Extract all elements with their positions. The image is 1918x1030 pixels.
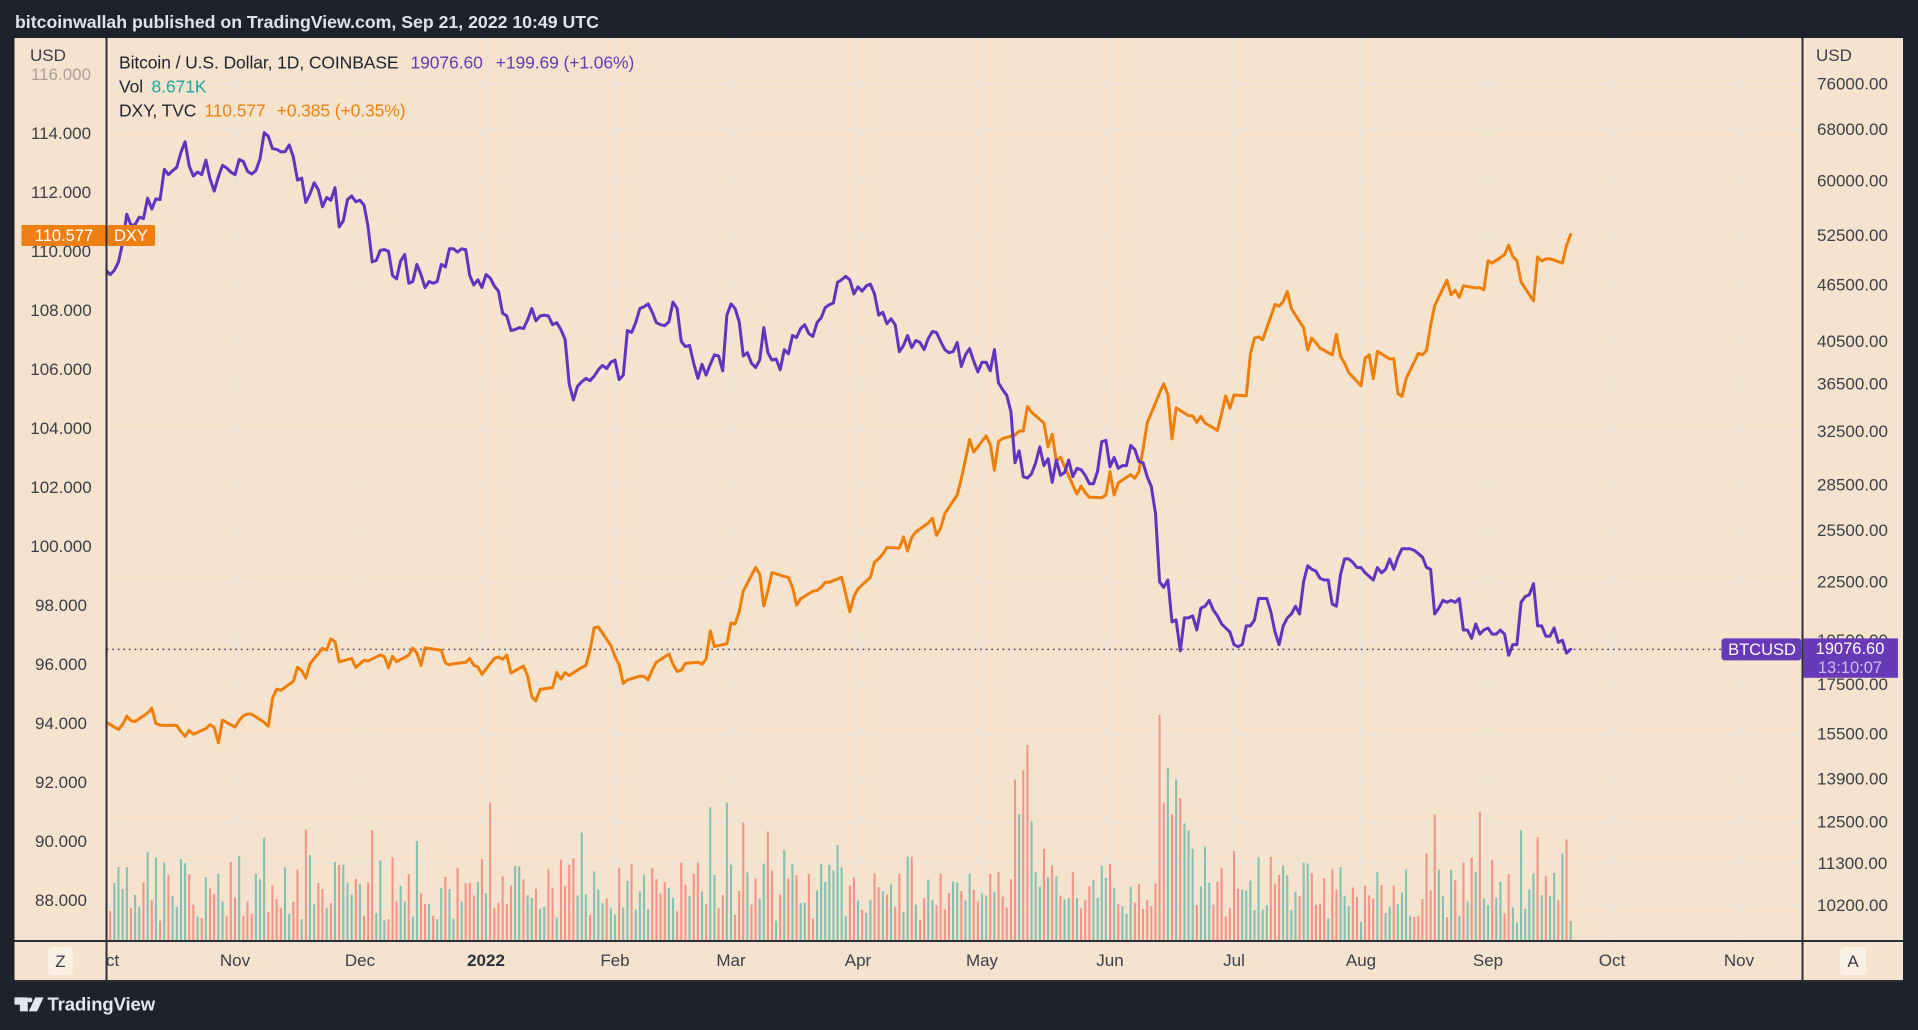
svg-text:Z: Z xyxy=(55,952,65,971)
svg-text:Nov: Nov xyxy=(220,951,251,970)
svg-text:Jun: Jun xyxy=(1096,951,1123,970)
svg-text:22500.00: 22500.00 xyxy=(1817,572,1888,591)
svg-text:Nov: Nov xyxy=(1724,951,1755,970)
svg-text:BTCUSD: BTCUSD xyxy=(1728,641,1796,659)
svg-text:104.000: 104.000 xyxy=(30,419,91,438)
svg-text:110.000: 110.000 xyxy=(31,242,91,261)
svg-text:28500.00: 28500.00 xyxy=(1817,476,1888,495)
svg-text:USD: USD xyxy=(30,46,66,65)
svg-text:52500.00: 52500.00 xyxy=(1817,226,1888,245)
svg-text:98.000: 98.000 xyxy=(35,596,87,615)
svg-text:TradingView: TradingView xyxy=(48,994,156,1015)
svg-text:100.000: 100.000 xyxy=(30,537,91,556)
svg-text:88.000: 88.000 xyxy=(35,891,87,910)
svg-text:USD: USD xyxy=(1816,46,1852,65)
svg-text:25500.00: 25500.00 xyxy=(1817,521,1888,540)
svg-text:Apr: Apr xyxy=(845,951,872,970)
svg-text:bitcoinwallah published on Tra: bitcoinwallah published on TradingView.c… xyxy=(15,12,599,32)
svg-text:94.000: 94.000 xyxy=(35,714,87,733)
svg-text:90.000: 90.000 xyxy=(35,832,87,851)
svg-text:68000.00: 68000.00 xyxy=(1817,120,1888,139)
svg-text:Oct: Oct xyxy=(1599,951,1626,970)
svg-text:Bitcoin / U.S. Dollar, 1D, COI: Bitcoin / U.S. Dollar, 1D, COINBASE 19076… xyxy=(119,53,634,73)
svg-text:11300.00: 11300.00 xyxy=(1818,854,1888,873)
svg-text:Jul: Jul xyxy=(1223,951,1245,970)
svg-text:13900.00: 13900.00 xyxy=(1817,769,1888,788)
svg-text:17500.00: 17500.00 xyxy=(1817,675,1888,694)
svg-text:108.000: 108.000 xyxy=(30,301,91,320)
svg-text:10200.00: 10200.00 xyxy=(1817,896,1888,915)
svg-text:40500.00: 40500.00 xyxy=(1817,332,1888,351)
svg-text:46500.00: 46500.00 xyxy=(1817,276,1888,295)
svg-text:12500.00: 12500.00 xyxy=(1817,813,1888,832)
svg-text:112.000: 112.000 xyxy=(31,183,91,202)
svg-text:110.577: 110.577 xyxy=(35,227,93,245)
svg-text:13:10:07: 13:10:07 xyxy=(1818,659,1882,677)
svg-text:2022: 2022 xyxy=(467,951,505,970)
svg-text:96.000: 96.000 xyxy=(35,655,87,674)
svg-text:Aug: Aug xyxy=(1346,951,1376,970)
svg-text:15500.00: 15500.00 xyxy=(1817,725,1888,744)
svg-text:Oct: Oct xyxy=(93,951,120,970)
svg-text:60000.00: 60000.00 xyxy=(1817,171,1888,190)
svg-text:102.000: 102.000 xyxy=(30,478,91,497)
svg-text:DXY: DXY xyxy=(114,227,148,245)
svg-text:32500.00: 32500.00 xyxy=(1817,422,1888,441)
svg-text:May: May xyxy=(966,951,999,970)
svg-text:Mar: Mar xyxy=(716,951,746,970)
svg-text:19076.60: 19076.60 xyxy=(1816,640,1885,658)
svg-text:106.000: 106.000 xyxy=(30,360,91,379)
svg-text:A: A xyxy=(1847,952,1859,971)
svg-text:36500.00: 36500.00 xyxy=(1817,375,1888,394)
svg-text:Dec: Dec xyxy=(345,951,376,970)
svg-text:92.000: 92.000 xyxy=(35,773,87,792)
svg-text:114.000: 114.000 xyxy=(31,124,91,143)
svg-text:76000.00: 76000.00 xyxy=(1817,75,1888,94)
svg-text:116.000: 116.000 xyxy=(31,65,91,84)
svg-text:Feb: Feb xyxy=(600,951,629,970)
svg-text:Sep: Sep xyxy=(1473,951,1503,970)
